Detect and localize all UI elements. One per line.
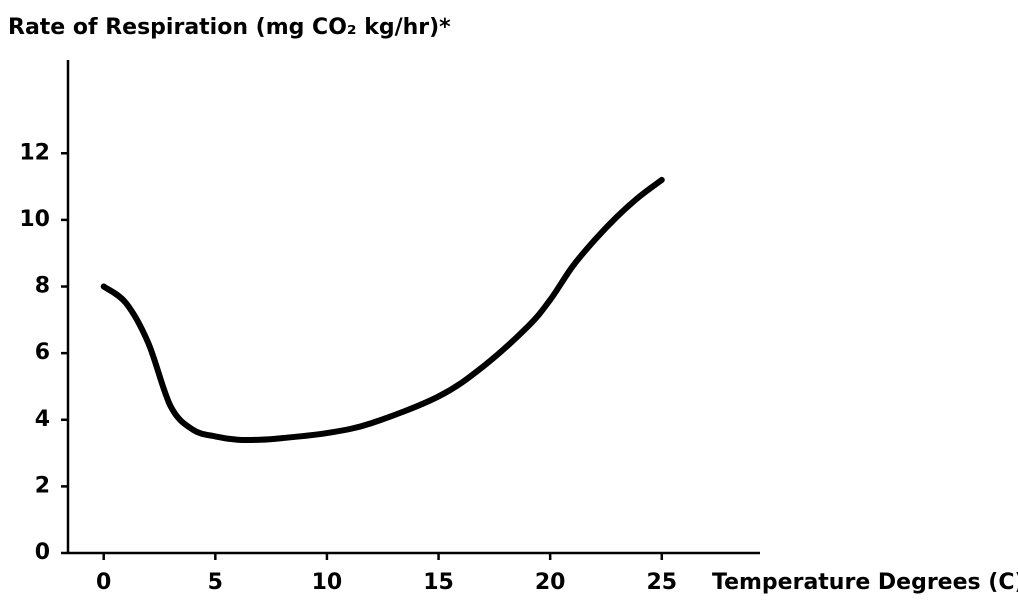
- data-line: [100, 176, 665, 444]
- x-tick-label: 5: [208, 570, 223, 595]
- y-tick-label: 8: [35, 274, 50, 299]
- x-tick-label: 15: [423, 570, 454, 595]
- y-tick-label: 2: [35, 473, 50, 498]
- x-tick-label: 25: [646, 570, 677, 595]
- x-tick-label: 10: [312, 570, 343, 595]
- x-axis-label: Temperature Degrees (C): [712, 570, 1018, 595]
- y-tick-label: 6: [35, 340, 50, 365]
- y-tick-label: 4: [35, 407, 50, 432]
- y-tick-label: 10: [19, 207, 50, 232]
- y-tick-label: 12: [19, 140, 50, 165]
- chart-title: Rate of Respiration (mg CO₂ kg/hr)*: [8, 15, 451, 40]
- x-tick-label: 0: [96, 570, 111, 595]
- x-tick-label: 20: [535, 570, 566, 595]
- y-tick-label: 0: [35, 540, 50, 565]
